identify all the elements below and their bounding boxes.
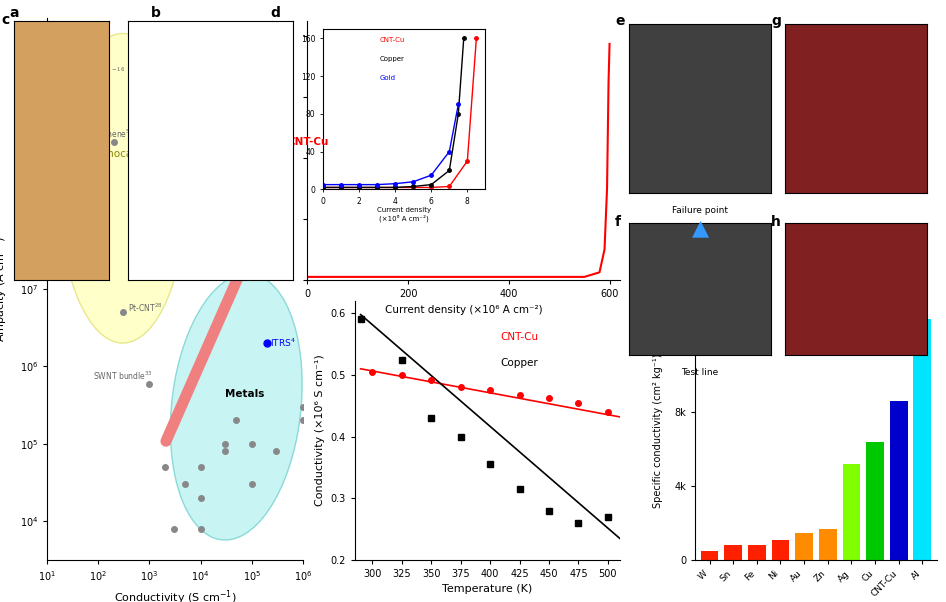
Text: b: b: [151, 6, 161, 20]
Bar: [819, 529, 836, 560]
Y-axis label: Resistivity (μΩ·cm): Resistivity (μΩ·cm): [264, 101, 274, 200]
Text: Test line: Test line: [681, 368, 719, 377]
Text: Metals: Metals: [225, 389, 264, 399]
Text: e: e: [615, 14, 624, 28]
Bar: [725, 545, 742, 560]
Text: g: g: [771, 14, 780, 28]
Bar: [748, 545, 765, 560]
Text: SWNT$^{11-16}$: SWNT$^{11-16}$: [61, 46, 106, 58]
Bar: [772, 541, 789, 560]
Text: h: h: [771, 215, 780, 229]
Bar: [796, 533, 813, 560]
Ellipse shape: [59, 34, 186, 343]
Y-axis label: Ampacity (A cm$^{-2}$): Ampacity (A cm$^{-2}$): [0, 236, 10, 342]
Text: CNT-Cu: CNT-Cu: [500, 332, 538, 342]
Bar: [914, 320, 931, 560]
Text: d: d: [270, 5, 280, 19]
Text: Graphene$^{50}$: Graphene$^{50}$: [88, 128, 134, 142]
X-axis label: Temperature (K): Temperature (K): [442, 585, 533, 594]
Bar: [867, 441, 884, 560]
Text: f: f: [615, 215, 621, 229]
Y-axis label: Specific conductivity (cm² kg⁻¹): Specific conductivity (cm² kg⁻¹): [653, 353, 663, 507]
Text: Failure point: Failure point: [672, 206, 728, 215]
Text: c: c: [1, 13, 9, 26]
Text: SWNT bundle$^{33}$: SWNT bundle$^{33}$: [94, 369, 153, 382]
Bar: [890, 401, 907, 560]
Ellipse shape: [170, 274, 302, 540]
Bar: [843, 464, 860, 560]
Text: i: i: [281, 285, 285, 299]
Text: ▲: ▲: [692, 219, 709, 239]
Bar: [701, 551, 718, 560]
Text: j: j: [642, 285, 647, 299]
Text: Pt-CNT$^{28}$: Pt-CNT$^{28}$: [128, 302, 163, 314]
Text: CNT-Cu: CNT-Cu: [288, 137, 329, 147]
Text: Nanocarbons: Nanocarbons: [94, 149, 162, 160]
Text: a: a: [9, 6, 19, 20]
Text: Copper: Copper: [500, 358, 538, 368]
Text: ITRS$^4$: ITRS$^4$: [270, 337, 295, 349]
Text: MWNT$^{11-16}$: MWNT$^{11-16}$: [79, 66, 126, 78]
Y-axis label: Conductivity (×10⁶ S cm⁻¹): Conductivity (×10⁶ S cm⁻¹): [315, 355, 324, 506]
X-axis label: Conductivity (S cm$^{-1}$): Conductivity (S cm$^{-1}$): [114, 588, 236, 602]
X-axis label: Current density (×10⁶ A cm⁻²): Current density (×10⁶ A cm⁻²): [385, 305, 542, 314]
